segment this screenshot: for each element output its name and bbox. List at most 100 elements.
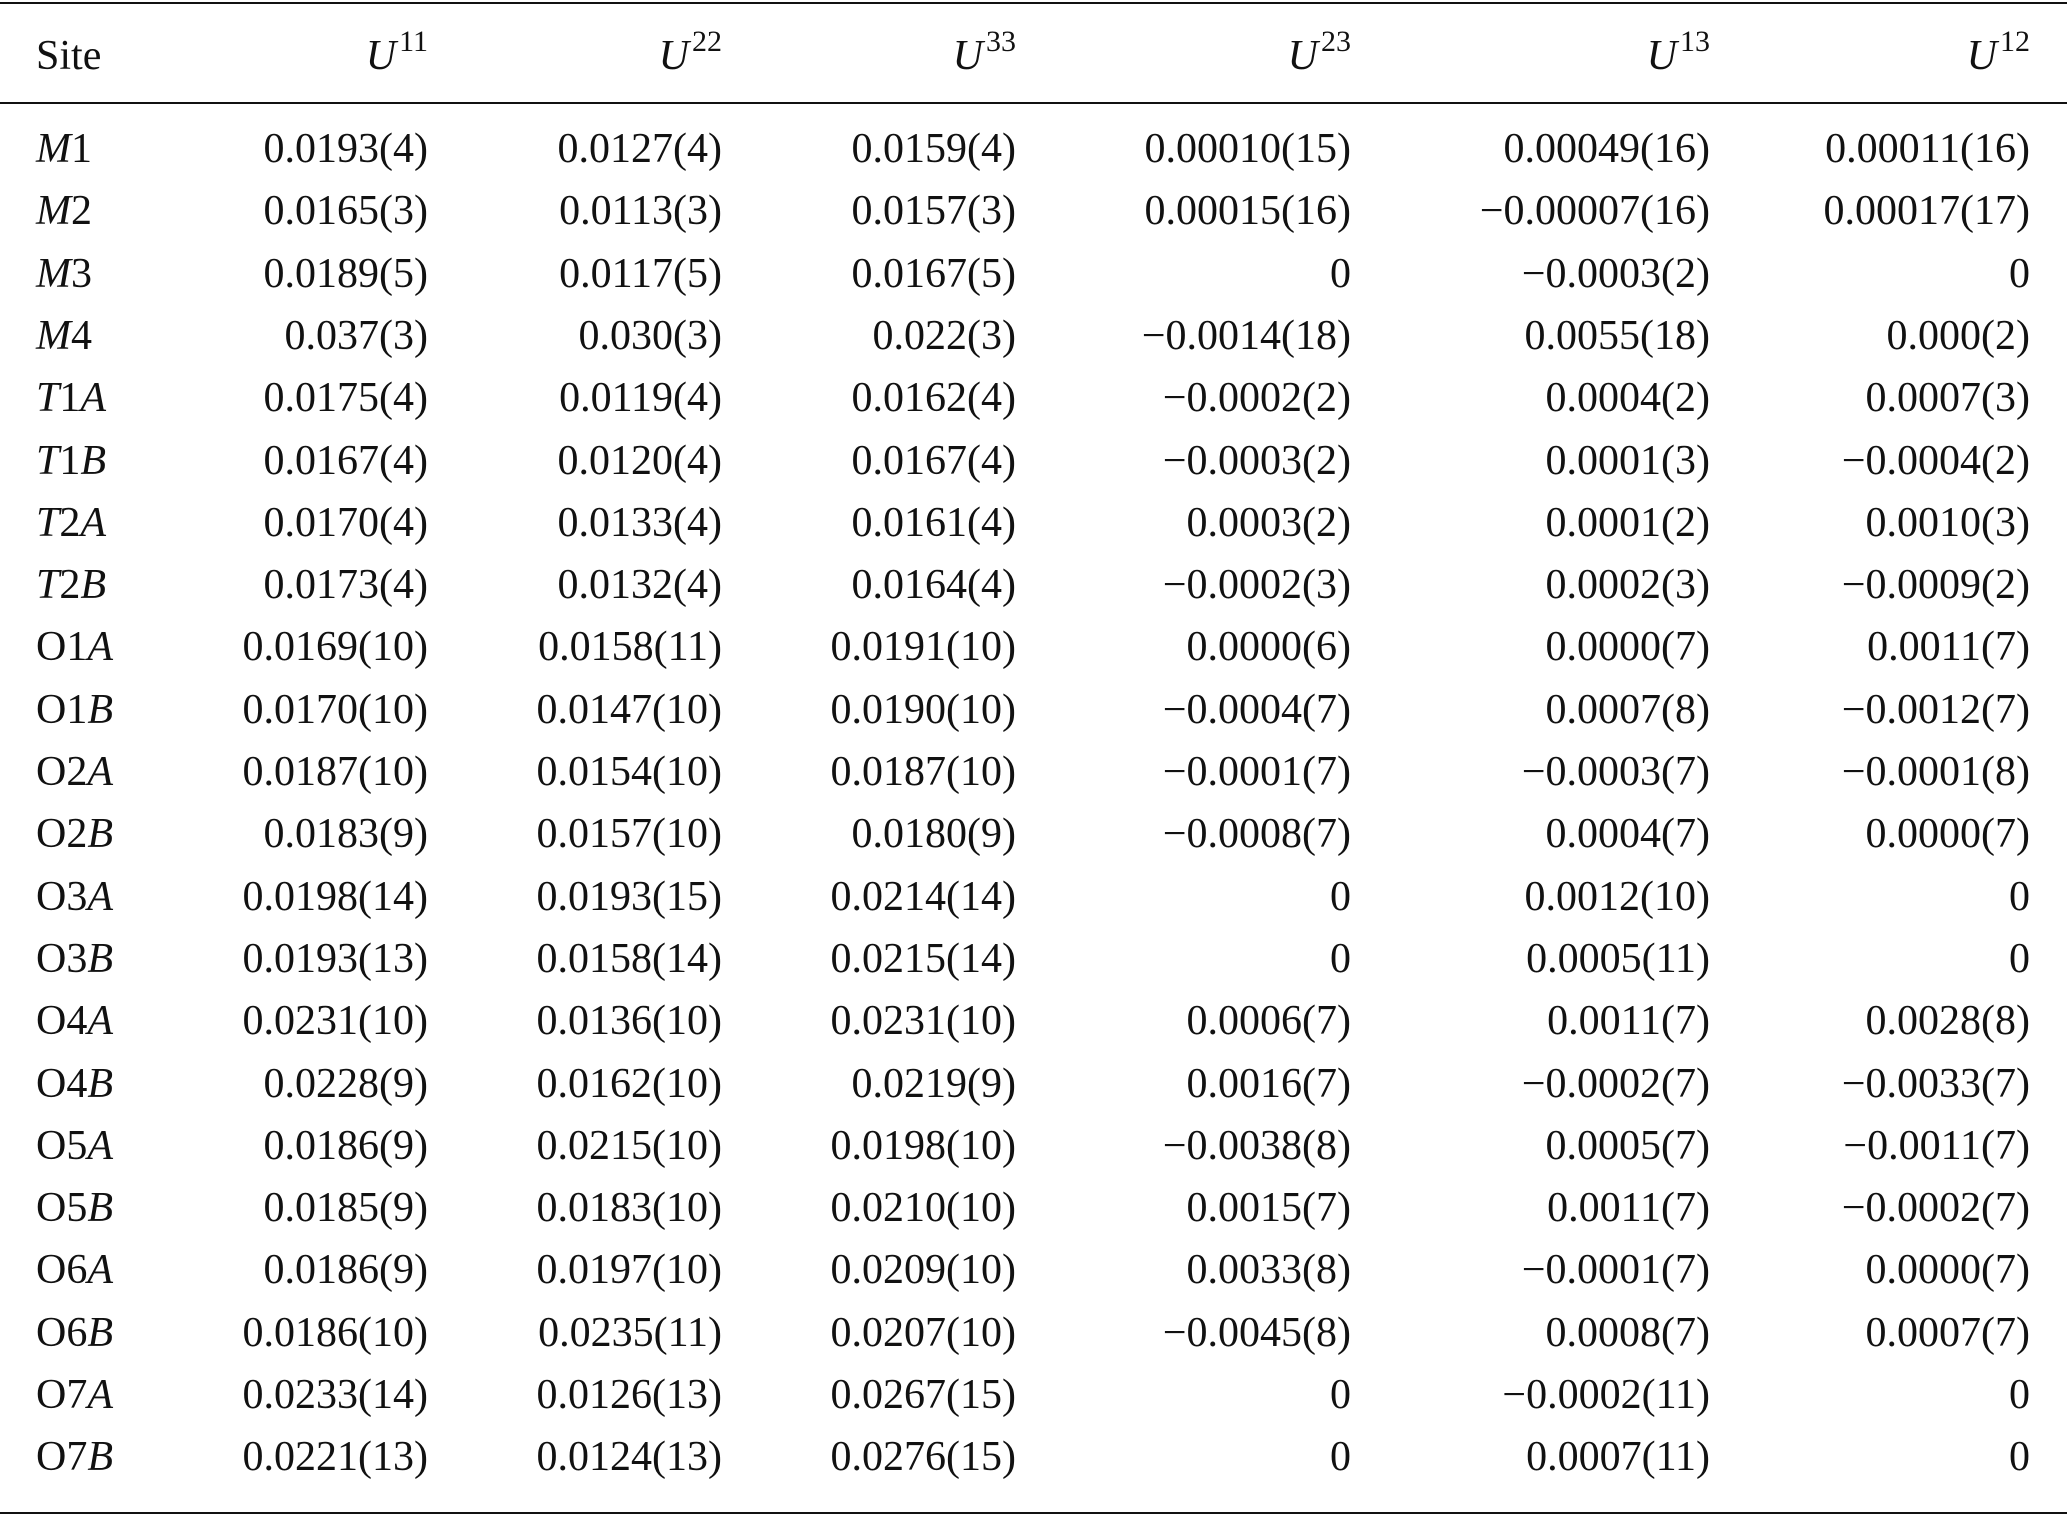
table-cell: 0.0136(10) bbox=[536, 998, 722, 1045]
table-cell: 0.0228(9) bbox=[263, 1060, 428, 1107]
top-rule bbox=[0, 2, 2067, 4]
site-label: T2B bbox=[36, 562, 107, 609]
table-cell: −0.0002(11) bbox=[1502, 1372, 1710, 1418]
table-cell: 0.0210(10) bbox=[830, 1185, 1016, 1232]
site-label: O3A bbox=[36, 873, 113, 920]
table-cell: 0.0214(14) bbox=[830, 873, 1016, 920]
table-cell: 0.0231(10) bbox=[242, 998, 428, 1045]
table-cell: −0.0009(2) bbox=[1841, 562, 2030, 609]
table-cell: 0.0007(11) bbox=[1526, 1434, 1710, 1481]
table-cell: 0.0183(10) bbox=[536, 1185, 722, 1232]
table-cell: 0.0028(8) bbox=[1865, 998, 2030, 1045]
superscript: 13 bbox=[1680, 25, 1710, 58]
superscript: 22 bbox=[692, 25, 722, 58]
table-cell: 0.0000(6) bbox=[1186, 624, 1351, 671]
table-cell: 0.0207(10) bbox=[830, 1309, 1016, 1356]
table-cell: 0.0016(7) bbox=[1186, 1060, 1351, 1107]
table-cell: 0.0157(3) bbox=[851, 188, 1016, 235]
table-cell: 0.0033(8) bbox=[1186, 1247, 1351, 1294]
table-cell: 0.0187(10) bbox=[830, 749, 1016, 795]
symbol: U bbox=[1966, 33, 1997, 79]
table-cell: 0.0186(9) bbox=[263, 1247, 428, 1294]
table-cell: 0.0215(14) bbox=[830, 935, 1016, 982]
table-cell: 0.0187(10) bbox=[242, 749, 428, 795]
table-cell: 0.0113(3) bbox=[559, 188, 722, 235]
site-label: O2A bbox=[36, 749, 113, 795]
table-cell: −0.0002(2) bbox=[1162, 375, 1351, 422]
table-cell: 0.0015(7) bbox=[1186, 1185, 1351, 1232]
italic-symbol: B bbox=[87, 1185, 113, 1232]
table-cell: 0.00049(16) bbox=[1503, 126, 1710, 172]
table-cell: 0 bbox=[1330, 1372, 1351, 1418]
table-cell: 0.00017(17) bbox=[1823, 188, 2030, 235]
table-cell: 0.0170(4) bbox=[263, 499, 428, 546]
italic-symbol: A bbox=[87, 998, 113, 1045]
table-cell: 0.0001(2) bbox=[1545, 499, 1710, 546]
table-cell: 0.0119(4) bbox=[559, 375, 722, 422]
table-cell: 0.0011(7) bbox=[1547, 1185, 1710, 1232]
table-cell: −0.0011(7) bbox=[1843, 1122, 2030, 1169]
site-label: T1A bbox=[36, 375, 107, 422]
italic-symbol: B bbox=[87, 1309, 113, 1356]
table-cell: −0.0001(8) bbox=[1841, 749, 2030, 795]
table-cell: 0.0189(5) bbox=[263, 250, 428, 297]
symbol: U bbox=[1287, 33, 1318, 79]
table-cell: 0.030(3) bbox=[578, 312, 722, 359]
italic-symbol: T bbox=[36, 437, 60, 484]
table-cell: 0.0167(5) bbox=[851, 250, 1016, 297]
italic-symbol: M bbox=[36, 188, 71, 235]
site-label: O7A bbox=[36, 1372, 113, 1418]
table-cell: 0.0007(7) bbox=[1865, 1309, 2030, 1356]
table-cell: 0.0198(14) bbox=[242, 873, 428, 920]
table-cell: 0.0161(4) bbox=[851, 499, 1016, 546]
table-cell: −0.00007(16) bbox=[1479, 188, 1710, 235]
site-label: O4A bbox=[36, 998, 113, 1045]
table-cell: 0.000(2) bbox=[1886, 312, 2030, 359]
site-label: O2B bbox=[36, 811, 113, 858]
table-cell: 0.0167(4) bbox=[851, 437, 1016, 484]
table-cell: −0.0001(7) bbox=[1521, 1247, 1710, 1294]
table-cell: 0.037(3) bbox=[284, 312, 428, 359]
table-cell: 0.0007(3) bbox=[1865, 375, 2030, 422]
table-cell: −0.0003(7) bbox=[1521, 749, 1710, 795]
italic-symbol: M bbox=[36, 312, 71, 359]
table-cell: 0.00011(16) bbox=[1825, 126, 2030, 172]
table-cell: 0.0221(13) bbox=[242, 1434, 428, 1481]
italic-symbol: A bbox=[80, 375, 107, 422]
table-cell: 0.0000(7) bbox=[1545, 624, 1710, 671]
table-cell: 0.0276(15) bbox=[830, 1434, 1016, 1481]
table-cell: 0.0000(7) bbox=[1865, 1247, 2030, 1294]
column-header: U 22 bbox=[659, 27, 722, 78]
symbol: U bbox=[365, 33, 397, 79]
italic-symbol: A bbox=[87, 1247, 113, 1294]
table-cell: 0.0231(10) bbox=[830, 998, 1016, 1045]
site-label: O3B bbox=[36, 935, 113, 982]
superscript: 11 bbox=[399, 25, 428, 58]
header-rule bbox=[0, 102, 2067, 104]
table-cell: 0.0162(4) bbox=[851, 375, 1016, 422]
table-cell: 0.0235(11) bbox=[538, 1309, 722, 1356]
column-header: U 23 bbox=[1287, 27, 1351, 79]
table-cell: 0.0233(14) bbox=[242, 1372, 428, 1418]
table-cell: 0.0132(4) bbox=[557, 562, 722, 609]
table-cell: 0.0173(4) bbox=[263, 562, 428, 609]
italic-symbol: A bbox=[87, 1372, 113, 1418]
column-header: U 11 bbox=[365, 27, 428, 79]
table-cell: 0.0209(10) bbox=[830, 1247, 1016, 1294]
italic-symbol: A bbox=[80, 499, 107, 546]
site-label: O5B bbox=[36, 1185, 113, 1232]
site-label: M1 bbox=[36, 126, 92, 172]
table-cell: −0.0033(7) bbox=[1841, 1060, 2030, 1107]
superscript: 23 bbox=[1321, 25, 1351, 58]
site-label: T2A bbox=[36, 499, 107, 546]
italic-symbol: T bbox=[36, 375, 60, 422]
column-header: U 13 bbox=[1647, 27, 1710, 78]
table-cell: −0.0001(7) bbox=[1162, 749, 1351, 795]
site-label: T1B bbox=[36, 437, 107, 484]
table-cell: −0.0002(7) bbox=[1521, 1060, 1710, 1107]
site-label: O1A bbox=[36, 624, 113, 671]
site-label: O1B bbox=[36, 686, 113, 733]
table-cell: −0.0012(7) bbox=[1841, 686, 2030, 733]
table-cell: 0.0175(4) bbox=[263, 375, 428, 422]
table-cell: 0.0117(5) bbox=[559, 250, 722, 297]
